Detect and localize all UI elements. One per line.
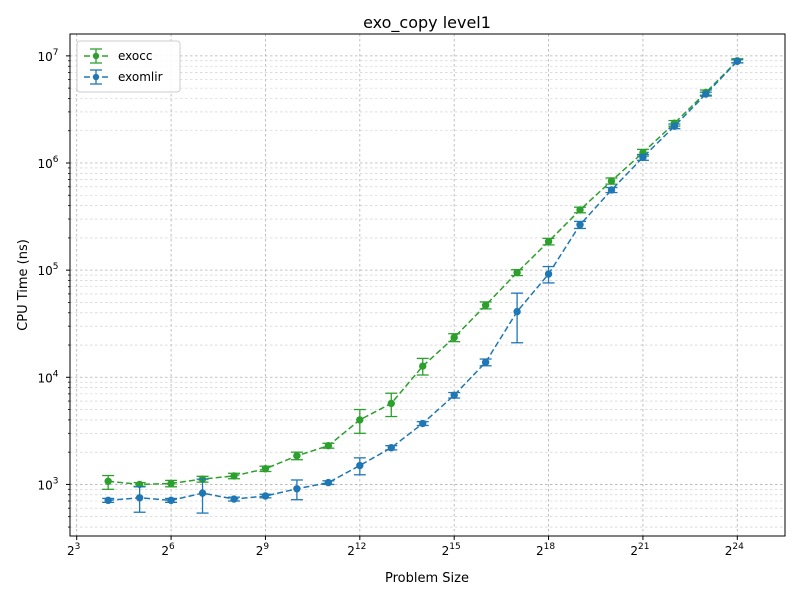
legend-label: exocc bbox=[118, 49, 152, 63]
data-point bbox=[513, 268, 521, 277]
x-tick-label: 26 bbox=[161, 542, 175, 558]
y-tick-label: 104 bbox=[37, 369, 58, 385]
x-tick-label: 23 bbox=[67, 542, 80, 558]
y-axis-label: CPU Time (ns) bbox=[16, 239, 31, 331]
data-point bbox=[167, 496, 175, 505]
data-point bbox=[419, 362, 427, 370]
grid bbox=[70, 34, 785, 536]
legend-marker bbox=[92, 52, 100, 60]
data-point bbox=[324, 478, 333, 487]
data-point bbox=[230, 472, 238, 480]
data-point bbox=[607, 186, 616, 194]
data-point bbox=[324, 441, 333, 450]
data-point bbox=[670, 122, 679, 131]
data-point bbox=[544, 270, 553, 278]
data-point bbox=[702, 90, 710, 98]
plot-frame bbox=[69, 33, 786, 537]
x-tick-label: 212 bbox=[347, 542, 366, 558]
data-point bbox=[544, 237, 553, 246]
data-point bbox=[733, 57, 741, 65]
legend: exocc exomlir bbox=[76, 40, 181, 93]
series-exomlir bbox=[102, 57, 744, 514]
data-point bbox=[356, 461, 364, 470]
x-axis-label: Problem Size bbox=[385, 571, 469, 586]
data-point bbox=[293, 485, 301, 493]
y-tick-label: 106 bbox=[37, 155, 58, 171]
data-point bbox=[261, 465, 270, 473]
data-point bbox=[293, 452, 301, 460]
legend-box bbox=[76, 40, 181, 93]
series-line-exocc bbox=[108, 60, 738, 486]
x-tick-label: 221 bbox=[630, 542, 649, 558]
data-point bbox=[261, 492, 270, 500]
data-point bbox=[576, 221, 584, 229]
chart-title: exo_copy level1 bbox=[363, 13, 491, 33]
data-point bbox=[607, 177, 616, 185]
legend-entry-exocc: exocc bbox=[84, 48, 152, 64]
data-point bbox=[419, 419, 427, 428]
data-point bbox=[450, 391, 458, 399]
data-point bbox=[387, 399, 395, 408]
data-point bbox=[167, 479, 175, 488]
legend-label: exomlir bbox=[118, 70, 163, 84]
ticks: 23 26 29 212 215 218 221 224 103 104 105 106 107 bbox=[37, 48, 744, 558]
data-point bbox=[387, 444, 395, 452]
data-point bbox=[481, 301, 490, 309]
data-point bbox=[639, 153, 647, 162]
data-point bbox=[230, 495, 238, 503]
data-point bbox=[576, 206, 584, 214]
data-point bbox=[356, 416, 364, 424]
data-point bbox=[198, 489, 207, 497]
data-point bbox=[104, 477, 112, 485]
x-tick-label: 215 bbox=[442, 542, 461, 558]
x-tick-label: 29 bbox=[256, 542, 270, 558]
y-tick-label: 103 bbox=[37, 476, 58, 492]
data-point bbox=[481, 358, 490, 366]
data-point bbox=[104, 496, 112, 505]
data-point bbox=[450, 333, 458, 342]
data-point bbox=[513, 307, 521, 316]
legend-entry-exomlir: exomlir bbox=[84, 69, 163, 85]
data-point bbox=[135, 494, 144, 502]
legend-marker bbox=[92, 73, 100, 81]
x-tick-label: 224 bbox=[725, 542, 744, 558]
series-layer bbox=[102, 57, 744, 514]
x-tick-label: 218 bbox=[536, 542, 555, 558]
y-tick-label: 105 bbox=[37, 262, 58, 278]
y-tick-label: 107 bbox=[37, 48, 58, 64]
